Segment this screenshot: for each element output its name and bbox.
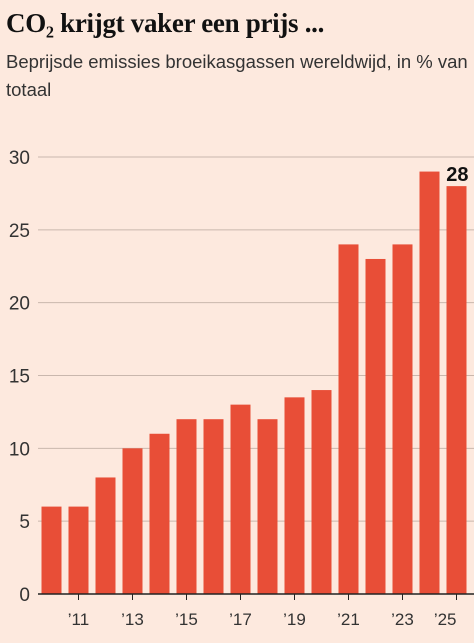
- labels: 0 5 10 15 20 25 30 ’11 ’13 ’15 ’17 ’19 ’21 ’23 ’25 28: [9, 148, 474, 629]
- bar-2017: [230, 404, 251, 594]
- bar-2013: [122, 448, 143, 594]
- bar-2020: [311, 390, 332, 594]
- chart-subtitle: Beprijsde emissies broeikasgassen wereld…: [6, 51, 468, 100]
- bar-2023: [392, 244, 413, 594]
- bar-2011: [68, 506, 89, 594]
- bar-2015: [176, 419, 197, 594]
- data-label-2025: 28: [446, 164, 468, 186]
- x-tick-label-2015: ’15: [175, 610, 198, 629]
- bar-2010: [41, 506, 62, 594]
- bar-2019: [284, 397, 305, 594]
- bar-2014: [149, 433, 170, 594]
- x-tick-label-2021: ’21: [337, 610, 360, 629]
- bar-2022: [365, 258, 386, 594]
- x-tick-label-2019: ’19: [283, 610, 306, 629]
- x-tick-label-2011: ’11: [68, 610, 89, 629]
- bar-2018: [257, 419, 278, 594]
- y-tick-label-25: 25: [9, 221, 30, 242]
- bar-2016: [203, 419, 224, 594]
- x-tick-label-2025: ’25: [434, 610, 457, 629]
- y-tick-label-5: 5: [19, 512, 30, 533]
- x-tick-label-2017: ’17: [229, 610, 252, 629]
- y-tick-label-10: 10: [9, 439, 30, 460]
- y-tick-label-20: 20: [9, 294, 30, 315]
- y-tick-label-15: 15: [9, 367, 30, 388]
- bar-2024: [419, 171, 440, 595]
- bar-2021: [338, 244, 359, 594]
- bar-2025: [446, 186, 467, 594]
- bars: [41, 171, 467, 595]
- x-tick-label-2013: ’13: [121, 610, 144, 629]
- chart-title: CO₂ krijgt vaker een prijs ...: [6, 8, 325, 38]
- bar-2012: [95, 477, 116, 594]
- y-tick-label-30: 30: [9, 148, 30, 169]
- x-tick-label-2023: ’23: [391, 610, 414, 629]
- y-tick-label-0: 0: [19, 585, 30, 606]
